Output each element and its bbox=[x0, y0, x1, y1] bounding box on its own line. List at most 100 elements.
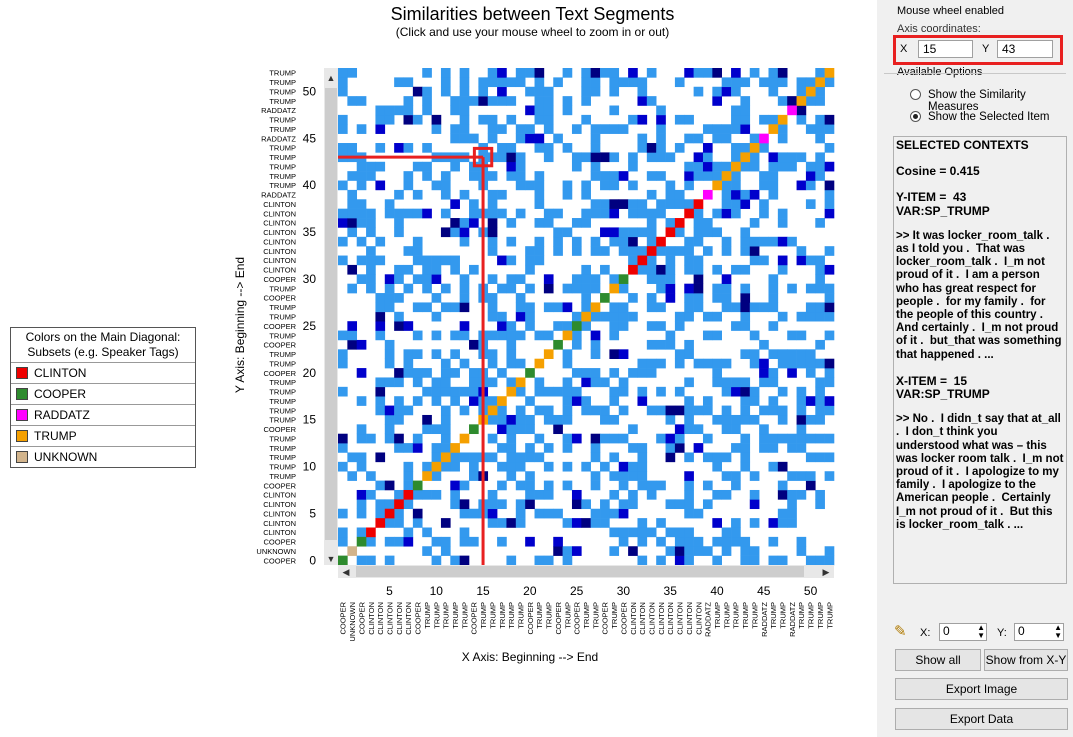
matrix-cell bbox=[731, 480, 741, 491]
matrix-cell bbox=[609, 208, 620, 219]
matrix-cell bbox=[674, 443, 685, 453]
matrix-cell bbox=[478, 86, 489, 97]
matrix-cell bbox=[450, 555, 460, 566]
y-tick-label: 20 bbox=[303, 366, 317, 380]
matrix-cell bbox=[422, 143, 432, 153]
matrix-cell bbox=[684, 349, 694, 359]
matrix-cell bbox=[731, 414, 741, 425]
matrix-cell bbox=[805, 283, 816, 294]
matrix-cell bbox=[712, 264, 722, 275]
matrix-cell bbox=[656, 114, 666, 125]
y-tick-label: 10 bbox=[303, 460, 317, 474]
show-all-button[interactable]: Show all bbox=[895, 649, 981, 671]
matrix-cell bbox=[590, 480, 601, 491]
matrix-cell bbox=[684, 236, 694, 247]
matrix-cell bbox=[618, 227, 629, 238]
matrix-cell bbox=[534, 386, 545, 397]
matrix-cell bbox=[628, 77, 638, 88]
matrix-cell bbox=[805, 311, 816, 322]
radio-similarity-measures[interactable] bbox=[910, 89, 921, 100]
matrix-cell bbox=[394, 311, 404, 322]
matrix-cell bbox=[562, 546, 573, 556]
matrix-cell bbox=[796, 180, 807, 191]
export-image-button[interactable]: Export Image bbox=[895, 678, 1068, 700]
matrix-cell bbox=[824, 124, 835, 134]
x-tick-label: 15 bbox=[476, 584, 490, 598]
matrix-cell bbox=[628, 255, 638, 266]
matrix-cell bbox=[412, 377, 423, 388]
matrix-cell bbox=[731, 124, 741, 134]
matrix-cell bbox=[571, 499, 582, 510]
matrix-cell bbox=[693, 236, 704, 247]
matrix-cell bbox=[777, 208, 788, 219]
matrix-cell bbox=[759, 443, 769, 453]
matrix-cell bbox=[646, 227, 657, 238]
matrix-cell bbox=[571, 386, 582, 397]
matrix-cell bbox=[609, 227, 620, 238]
matrix-cell bbox=[721, 180, 732, 191]
matrix-cell bbox=[749, 555, 760, 566]
export-data-button[interactable]: Export Data bbox=[895, 708, 1068, 730]
matrix-cell bbox=[469, 471, 479, 481]
diagonal-cell bbox=[600, 293, 610, 303]
matrix-cell bbox=[777, 405, 788, 416]
matrix-cell bbox=[422, 283, 432, 294]
spin-arrows-icon[interactable]: ▲ ▼ bbox=[977, 623, 985, 640]
matrix-cell bbox=[684, 133, 694, 144]
radio-selected-item[interactable] bbox=[910, 111, 921, 122]
coordinates-highlight bbox=[893, 35, 1063, 65]
matrix-cell bbox=[674, 405, 685, 416]
matrix-cell bbox=[553, 386, 563, 397]
matrix-cell bbox=[469, 264, 479, 275]
x-tick-label: 40 bbox=[710, 584, 724, 598]
similarity-matrix[interactable]: ▲▼◀ ▶COOPERUNKNOWNCOOPERCLINTONCLINTONCLI… bbox=[250, 62, 850, 652]
matrix-cell bbox=[721, 424, 732, 435]
matrix-cell bbox=[628, 161, 638, 172]
matrix-cell bbox=[487, 311, 498, 322]
matrix-cell bbox=[525, 255, 535, 266]
matrix-cell bbox=[338, 77, 348, 88]
matrix-cell bbox=[731, 189, 741, 200]
matrix-cell bbox=[394, 143, 404, 153]
y-coord-field[interactable]: 43 bbox=[997, 40, 1053, 58]
matrix-cell bbox=[515, 152, 526, 163]
spin-arrows-icon[interactable]: ▲ ▼ bbox=[1054, 623, 1062, 640]
option-similarity-measures-label[interactable]: Show the Similarity Measures bbox=[928, 89, 1026, 113]
spin-y-input[interactable]: 0 ▲ ▼ bbox=[1014, 623, 1064, 641]
matrix-cell bbox=[609, 489, 620, 500]
matrix-cell bbox=[459, 86, 470, 97]
matrix-cell bbox=[543, 302, 554, 313]
matrix-cell bbox=[562, 349, 573, 359]
spin-x-input[interactable]: 0 ▲ ▼ bbox=[939, 623, 987, 641]
matrix-cell bbox=[487, 96, 498, 106]
x-coord-field[interactable]: 15 bbox=[918, 40, 973, 58]
matrix-cell bbox=[740, 199, 751, 209]
matrix-cell bbox=[600, 518, 610, 528]
matrix-cell bbox=[749, 189, 760, 200]
matrix-cell bbox=[600, 124, 610, 134]
matrix-cell bbox=[815, 274, 825, 284]
diagonal-cell bbox=[543, 349, 554, 359]
matrix-cell bbox=[384, 339, 395, 350]
x-segment-label: RADDATZ bbox=[760, 602, 769, 637]
matrix-cell bbox=[749, 489, 760, 500]
matrix-cell bbox=[497, 461, 507, 472]
x-segment-label: CLINTON bbox=[629, 602, 638, 635]
matrix-cell bbox=[338, 433, 348, 444]
option-selected-item-label[interactable]: Show the Selected Item bbox=[928, 111, 1050, 123]
matrix-cell bbox=[440, 405, 451, 416]
matrix-cell bbox=[740, 293, 751, 303]
matrix-cell bbox=[777, 349, 788, 359]
matrix-cell bbox=[403, 246, 414, 256]
matrix-cell bbox=[375, 508, 386, 519]
matrix-cell bbox=[515, 133, 526, 144]
y-segment-label: CLINTON bbox=[263, 266, 296, 275]
matrix-cell bbox=[684, 255, 694, 266]
diagonal-cell bbox=[412, 480, 423, 491]
matrix-cell bbox=[487, 518, 498, 528]
matrix-cell bbox=[384, 405, 395, 416]
matrix-cell bbox=[618, 124, 629, 134]
matrix-cell bbox=[534, 77, 545, 88]
show-from-xy-button[interactable]: Show from X-Y bbox=[984, 649, 1068, 671]
x-segment-label: CLINTON bbox=[648, 602, 657, 635]
